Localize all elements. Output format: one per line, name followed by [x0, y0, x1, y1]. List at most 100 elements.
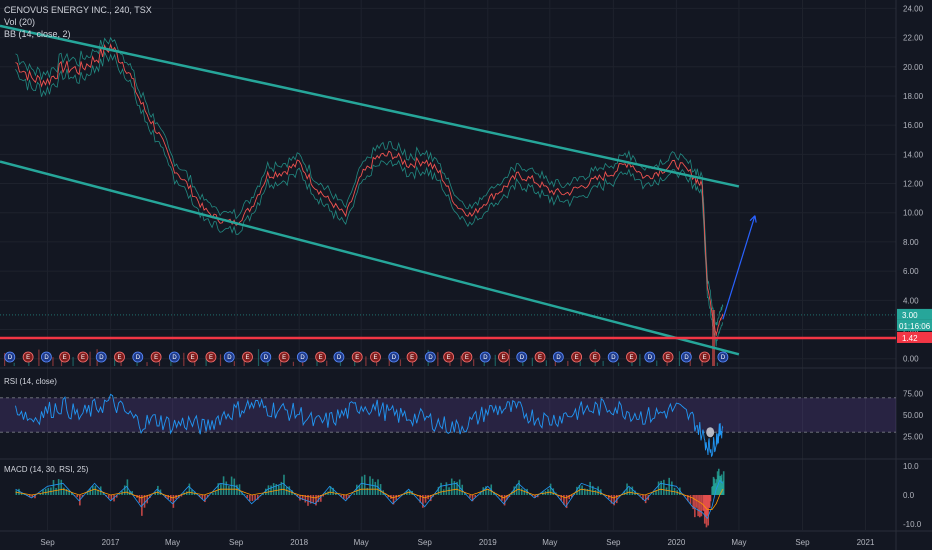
volume-bar	[72, 356, 74, 366]
macd-histogram-bar	[52, 480, 55, 495]
event-marker-label: D	[556, 355, 561, 361]
event-marker-circle	[59, 351, 71, 363]
macd-histogram-bar	[570, 495, 573, 498]
event-marker: D	[607, 351, 619, 363]
macd-histogram-bar	[704, 495, 707, 517]
volume-bar	[375, 361, 378, 366]
event-marker: D	[644, 351, 656, 363]
macd-histogram-bar	[503, 495, 506, 506]
volume-bar	[388, 354, 390, 366]
volume-bar	[205, 356, 207, 366]
symbol-label: CENOVUS ENERGY INC., 240, TSX	[4, 5, 152, 15]
x-tick-label: Sep	[418, 538, 433, 547]
volume-bar	[257, 349, 260, 366]
event-marker: E	[699, 351, 711, 363]
macd-histogram-bar	[687, 495, 689, 502]
event-marker-circle	[424, 351, 436, 363]
event-marker-label: E	[209, 355, 213, 361]
macd-histogram-bar	[387, 495, 390, 498]
macd-histogram-bar	[204, 495, 206, 503]
macd-histogram-bar	[91, 485, 94, 495]
macd-histogram-bar	[312, 495, 315, 503]
macd-histogram-bar	[143, 495, 146, 508]
macd-histogram-bar	[639, 495, 642, 496]
event-marker: E	[589, 351, 601, 363]
macd-histogram-bar	[343, 495, 345, 499]
macd-histogram-bar	[469, 495, 471, 498]
macd-histogram-bar	[513, 486, 516, 495]
macd-histogram-bar	[94, 485, 97, 495]
macd-histogram-bar	[628, 487, 631, 495]
macd-tick-label: 10.0	[903, 462, 919, 471]
event-marker-label: E	[154, 355, 158, 361]
macd-histogram-bar	[720, 474, 723, 495]
volume-bar	[170, 359, 172, 366]
volume-bar	[460, 355, 462, 366]
macd-histogram-bar	[440, 482, 442, 495]
event-marker-label: E	[703, 355, 707, 361]
event-marker: E	[370, 351, 381, 363]
x-tick-label: 2019	[479, 538, 497, 547]
support-badge: 1.42	[897, 331, 932, 343]
macd-histogram-bar	[668, 477, 670, 495]
macd-histogram-bar	[560, 495, 563, 501]
x-tick-label: May	[731, 538, 746, 547]
event-marker-circle	[40, 351, 52, 363]
volume-bar	[483, 360, 485, 366]
macd-histogram-bar	[55, 488, 57, 495]
event-marker-circle	[205, 351, 217, 363]
macd-histogram-bar	[631, 486, 634, 495]
event-marker-circle	[589, 351, 601, 363]
rsi-tick-label: 50.00	[903, 411, 924, 420]
event-marker: D	[40, 351, 52, 363]
macd-histogram-bar	[722, 471, 725, 495]
macd-histogram-bar	[20, 493, 23, 495]
macd-histogram-bar	[594, 490, 597, 495]
macd-histogram-bar	[456, 481, 458, 495]
event-marker-circle	[644, 351, 656, 363]
macd-histogram-bar	[39, 493, 42, 495]
event-marker-label: E	[629, 355, 633, 361]
event-marker-circle	[4, 351, 16, 363]
event-marker-label: E	[593, 355, 597, 361]
macd-histogram-bar	[615, 495, 618, 504]
macd-histogram-bar	[705, 495, 708, 528]
volume-bar	[531, 357, 533, 366]
volume-bar	[473, 359, 475, 366]
macd-histogram-bar	[557, 495, 560, 497]
x-tick-label: 2020	[667, 538, 685, 547]
event-marker: E	[150, 351, 162, 363]
macd-histogram-bar	[115, 495, 118, 498]
event-marker-label: E	[538, 355, 542, 361]
last-price-badge-bg	[897, 308, 932, 320]
macd-histogram-bar	[31, 495, 34, 498]
macd-histogram-bar	[42, 489, 44, 495]
event-marker-label: D	[99, 355, 104, 361]
event-marker-label: E	[575, 355, 579, 361]
macd-histogram-bar	[28, 495, 31, 498]
volume-bar	[437, 352, 439, 366]
rsi-highlight-marker	[706, 427, 715, 438]
macd-histogram-bar	[317, 495, 320, 503]
macd-histogram-bar	[591, 485, 594, 495]
macd-histogram-bar	[68, 490, 70, 495]
macd-histogram-bar	[419, 495, 422, 503]
event-marker-label: D	[684, 355, 689, 361]
macd-histogram-bar	[335, 492, 337, 495]
volume-bar	[243, 356, 245, 366]
macd-histogram-bar	[167, 495, 170, 500]
macd-line	[15, 479, 724, 520]
macd-histogram-bar	[689, 495, 692, 505]
volume-bar	[701, 357, 703, 366]
event-marker: D	[260, 351, 272, 363]
event-marker-circle	[443, 351, 455, 363]
event-marker: D	[424, 351, 436, 363]
lower-channel-line	[0, 160, 740, 356]
event-marker-label: D	[44, 355, 49, 361]
macd-histogram-bar	[642, 495, 644, 501]
macd-histogram-bar	[660, 480, 662, 495]
macd-histogram-bar	[170, 495, 172, 501]
event-marker: D	[717, 351, 729, 363]
